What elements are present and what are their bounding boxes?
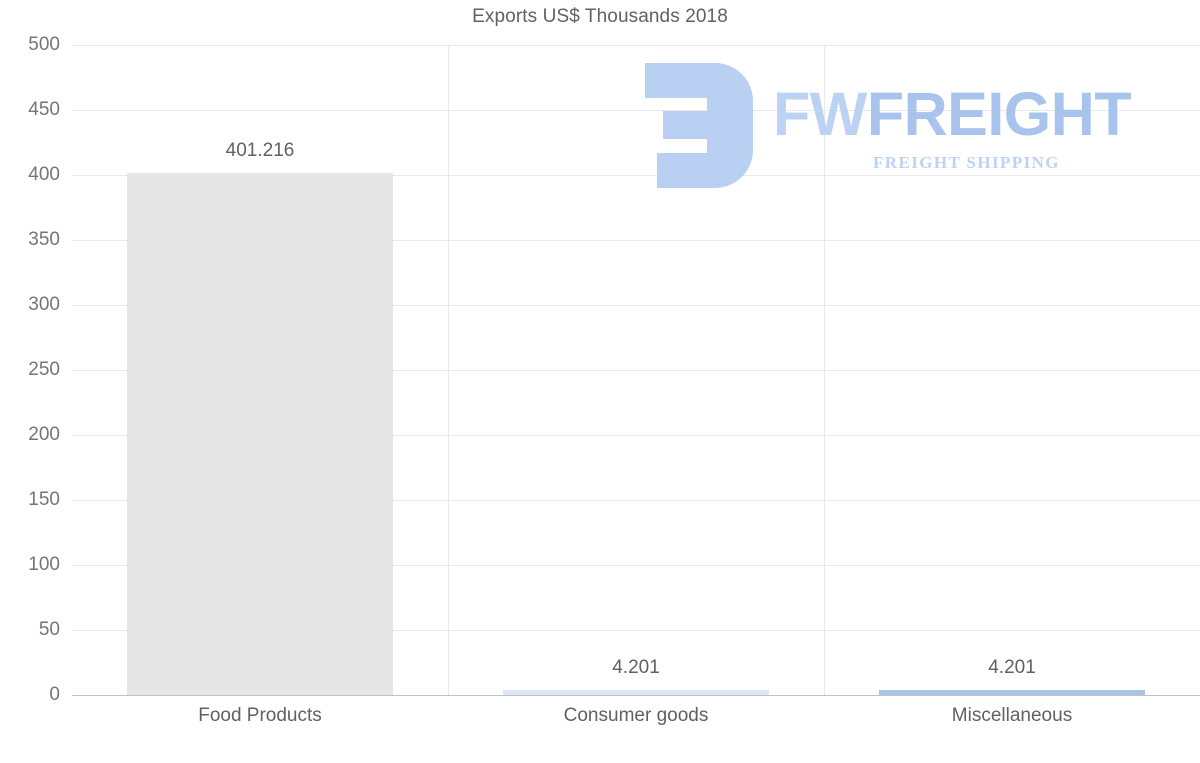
bar[interactable] — [127, 173, 393, 695]
plot-area — [72, 45, 1200, 696]
gridline — [72, 565, 1200, 566]
gridline — [72, 370, 1200, 371]
y-axis-tick-label: 450 — [28, 99, 60, 120]
bar-value-label: 401.216 — [225, 140, 295, 162]
gridline — [72, 695, 1200, 696]
gridline — [72, 500, 1200, 501]
gridline — [72, 435, 1200, 436]
x-axis-category-label: Food Products — [198, 705, 322, 726]
y-axis-tick-label: 400 — [28, 164, 60, 185]
bar[interactable] — [503, 689, 769, 695]
y-axis-tick-label: 100 — [28, 554, 60, 575]
gridline — [72, 175, 1200, 176]
gridline — [72, 110, 1200, 111]
y-axis-tick-label: 150 — [28, 489, 60, 510]
gridline — [72, 240, 1200, 241]
x-axis-category-label: Miscellaneous — [951, 705, 1073, 726]
chart-title: Exports US$ Thousands 2018 — [472, 6, 728, 27]
y-axis-tick-label: 350 — [28, 229, 60, 250]
gridline — [72, 630, 1200, 631]
y-axis-tick-label: 50 — [38, 619, 60, 640]
y-axis-tick-label: 250 — [28, 359, 60, 380]
category-separator-gridline — [824, 45, 825, 695]
bar-value-label: 4.201 — [988, 656, 1036, 678]
gridline — [72, 305, 1200, 306]
y-axis-tick-label: 200 — [28, 424, 60, 445]
bar-value-label: 4.201 — [612, 656, 660, 678]
y-axis-tick-label: 500 — [28, 34, 60, 55]
bar[interactable] — [879, 689, 1145, 695]
category-separator-gridline — [448, 45, 449, 695]
x-axis-category-label: Consumer goods — [563, 705, 709, 726]
y-axis-tick-label: 0 — [49, 684, 60, 705]
gridline — [72, 45, 1200, 46]
y-axis-tick-label: 300 — [28, 294, 60, 315]
